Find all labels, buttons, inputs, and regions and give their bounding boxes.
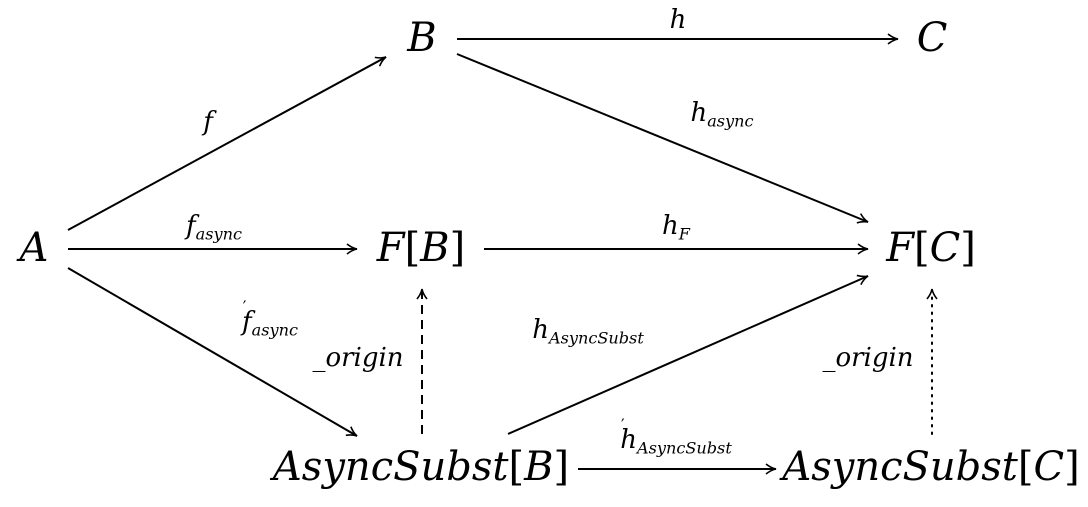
node-b: B xyxy=(407,15,437,61)
arrow-h-async xyxy=(456,53,869,224)
node-a: A xyxy=(19,225,49,271)
arrow-f xyxy=(67,56,387,231)
label-origin-left: _origin xyxy=(312,343,404,373)
label-h: h xyxy=(669,5,687,35)
node-c: C xyxy=(916,15,948,61)
label-origin-right: _origin xyxy=(822,343,914,373)
label-h-asyncsubst: hAsyncSubst xyxy=(532,315,644,348)
arrow-f-prime-async xyxy=(67,267,358,437)
arrow-h-asyncsubst xyxy=(507,274,869,435)
label-f-async: fasync xyxy=(186,211,242,244)
label-h-prime-asyncsubst: h ′ AsyncSubst xyxy=(620,415,732,458)
label-f-prime-async: f ′ async xyxy=(242,297,298,340)
node-f-of-b: F[B] xyxy=(376,225,466,271)
node-asyncsubst-b: AsyncSubst[B] xyxy=(272,444,570,490)
label-f: f xyxy=(203,107,213,137)
node-asyncsubst-c: AsyncSubst[C] xyxy=(782,444,1080,490)
label-h-f: hF xyxy=(662,211,690,244)
label-h-async: hasync xyxy=(690,98,754,131)
node-f-of-c: F[C] xyxy=(886,225,976,271)
